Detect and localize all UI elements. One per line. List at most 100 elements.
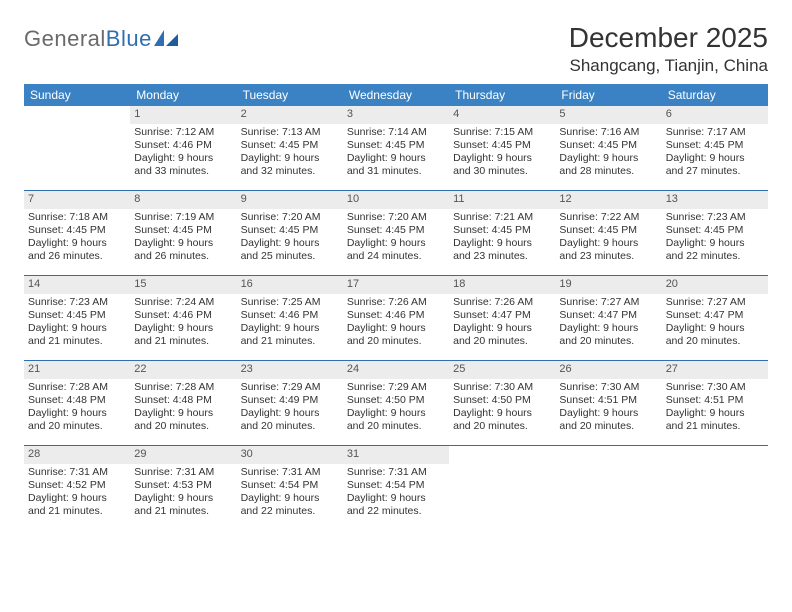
- day-cell: 30Sunrise: 7:31 AMSunset: 4:54 PMDayligh…: [237, 446, 343, 530]
- sunset-line: Sunset: 4:45 PM: [241, 139, 339, 152]
- sunset-line: Sunset: 4:45 PM: [28, 309, 126, 322]
- day-number: 17: [343, 276, 449, 294]
- daylight-line: Daylight: 9 hours and 21 minutes.: [28, 322, 126, 348]
- day-cell: 4Sunrise: 7:15 AMSunset: 4:45 PMDaylight…: [449, 106, 555, 190]
- day-body: Sunrise: 7:13 AMSunset: 4:45 PMDaylight:…: [237, 124, 343, 185]
- sunset-line: Sunset: 4:54 PM: [241, 479, 339, 492]
- day-cell: 15Sunrise: 7:24 AMSunset: 4:46 PMDayligh…: [130, 276, 236, 360]
- day-body: Sunrise: 7:14 AMSunset: 4:45 PMDaylight:…: [343, 124, 449, 185]
- day-body: Sunrise: 7:22 AMSunset: 4:45 PMDaylight:…: [555, 209, 661, 270]
- daylight-line: Daylight: 9 hours and 20 minutes.: [28, 407, 126, 433]
- sunset-line: Sunset: 4:45 PM: [453, 224, 551, 237]
- header: GeneralBlue December 2025 Shangcang, Tia…: [24, 22, 768, 76]
- day-cell: 29Sunrise: 7:31 AMSunset: 4:53 PMDayligh…: [130, 446, 236, 530]
- week-row: 7Sunrise: 7:18 AMSunset: 4:45 PMDaylight…: [24, 191, 768, 276]
- dow-thursday: Thursday: [449, 84, 555, 106]
- day-number: 12: [555, 191, 661, 209]
- day-body: Sunrise: 7:23 AMSunset: 4:45 PMDaylight:…: [24, 294, 130, 355]
- day-number: 19: [555, 276, 661, 294]
- day-body: Sunrise: 7:26 AMSunset: 4:47 PMDaylight:…: [449, 294, 555, 355]
- day-number: 15: [130, 276, 236, 294]
- sunset-line: Sunset: 4:50 PM: [453, 394, 551, 407]
- day-number: 5: [555, 106, 661, 124]
- day-body: Sunrise: 7:20 AMSunset: 4:45 PMDaylight:…: [237, 209, 343, 270]
- logo-text: GeneralBlue: [24, 26, 152, 52]
- day-body: Sunrise: 7:31 AMSunset: 4:52 PMDaylight:…: [24, 464, 130, 525]
- day-cell: 31Sunrise: 7:31 AMSunset: 4:54 PMDayligh…: [343, 446, 449, 530]
- sunrise-line: Sunrise: 7:23 AM: [666, 211, 764, 224]
- week-row: 21Sunrise: 7:28 AMSunset: 4:48 PMDayligh…: [24, 361, 768, 446]
- sunrise-line: Sunrise: 7:30 AM: [666, 381, 764, 394]
- day-body: Sunrise: 7:21 AMSunset: 4:45 PMDaylight:…: [449, 209, 555, 270]
- day-cell: 8Sunrise: 7:19 AMSunset: 4:45 PMDaylight…: [130, 191, 236, 275]
- daylight-line: Daylight: 9 hours and 20 minutes.: [134, 407, 232, 433]
- sunrise-line: Sunrise: 7:31 AM: [28, 466, 126, 479]
- day-body: Sunrise: 7:19 AMSunset: 4:45 PMDaylight:…: [130, 209, 236, 270]
- dow-monday: Monday: [130, 84, 236, 106]
- day-number: 23: [237, 361, 343, 379]
- day-cell: 16Sunrise: 7:25 AMSunset: 4:46 PMDayligh…: [237, 276, 343, 360]
- sunset-line: Sunset: 4:46 PM: [134, 139, 232, 152]
- sunrise-line: Sunrise: 7:12 AM: [134, 126, 232, 139]
- daylight-line: Daylight: 9 hours and 23 minutes.: [453, 237, 551, 263]
- day-body: Sunrise: 7:30 AMSunset: 4:50 PMDaylight:…: [449, 379, 555, 440]
- sunset-line: Sunset: 4:45 PM: [28, 224, 126, 237]
- day-number: 9: [237, 191, 343, 209]
- day-number: 21: [24, 361, 130, 379]
- week-row: 28Sunrise: 7:31 AMSunset: 4:52 PMDayligh…: [24, 446, 768, 530]
- day-body: Sunrise: 7:17 AMSunset: 4:45 PMDaylight:…: [662, 124, 768, 185]
- daylight-line: Daylight: 9 hours and 20 minutes.: [666, 322, 764, 348]
- daylight-line: Daylight: 9 hours and 22 minutes.: [347, 492, 445, 518]
- sunrise-line: Sunrise: 7:20 AM: [241, 211, 339, 224]
- sunrise-line: Sunrise: 7:31 AM: [347, 466, 445, 479]
- day-number: 28: [24, 446, 130, 464]
- sunset-line: Sunset: 4:47 PM: [666, 309, 764, 322]
- page: GeneralBlue December 2025 Shangcang, Tia…: [0, 0, 792, 530]
- weeks-container: 1Sunrise: 7:12 AMSunset: 4:46 PMDaylight…: [24, 106, 768, 530]
- sunset-line: Sunset: 4:54 PM: [347, 479, 445, 492]
- title-block: December 2025 Shangcang, Tianjin, China: [569, 22, 768, 76]
- sunset-line: Sunset: 4:48 PM: [134, 394, 232, 407]
- day-body: Sunrise: 7:20 AMSunset: 4:45 PMDaylight:…: [343, 209, 449, 270]
- daylight-line: Daylight: 9 hours and 21 minutes.: [134, 322, 232, 348]
- day-body: Sunrise: 7:27 AMSunset: 4:47 PMDaylight:…: [662, 294, 768, 355]
- day-cell: 28Sunrise: 7:31 AMSunset: 4:52 PMDayligh…: [24, 446, 130, 530]
- sunrise-line: Sunrise: 7:24 AM: [134, 296, 232, 309]
- day-cell: 23Sunrise: 7:29 AMSunset: 4:49 PMDayligh…: [237, 361, 343, 445]
- daylight-line: Daylight: 9 hours and 32 minutes.: [241, 152, 339, 178]
- dow-friday: Friday: [555, 84, 661, 106]
- day-body: Sunrise: 7:12 AMSunset: 4:46 PMDaylight:…: [130, 124, 236, 185]
- daylight-line: Daylight: 9 hours and 24 minutes.: [347, 237, 445, 263]
- sunset-line: Sunset: 4:45 PM: [134, 224, 232, 237]
- day-number: 11: [449, 191, 555, 209]
- sunrise-line: Sunrise: 7:25 AM: [241, 296, 339, 309]
- day-number: 25: [449, 361, 555, 379]
- daylight-line: Daylight: 9 hours and 23 minutes.: [559, 237, 657, 263]
- sunset-line: Sunset: 4:49 PM: [241, 394, 339, 407]
- day-number: 18: [449, 276, 555, 294]
- week-row: 14Sunrise: 7:23 AMSunset: 4:45 PMDayligh…: [24, 276, 768, 361]
- daylight-line: Daylight: 9 hours and 20 minutes.: [241, 407, 339, 433]
- day-number: 4: [449, 106, 555, 124]
- daylight-line: Daylight: 9 hours and 26 minutes.: [28, 237, 126, 263]
- sunset-line: Sunset: 4:46 PM: [241, 309, 339, 322]
- day-body: Sunrise: 7:29 AMSunset: 4:50 PMDaylight:…: [343, 379, 449, 440]
- month-title: December 2025: [569, 22, 768, 54]
- day-cell: 18Sunrise: 7:26 AMSunset: 4:47 PMDayligh…: [449, 276, 555, 360]
- day-cell: 22Sunrise: 7:28 AMSunset: 4:48 PMDayligh…: [130, 361, 236, 445]
- daylight-line: Daylight: 9 hours and 26 minutes.: [134, 237, 232, 263]
- sunrise-line: Sunrise: 7:19 AM: [134, 211, 232, 224]
- daylight-line: Daylight: 9 hours and 20 minutes.: [453, 322, 551, 348]
- day-cell: 19Sunrise: 7:27 AMSunset: 4:47 PMDayligh…: [555, 276, 661, 360]
- sunrise-line: Sunrise: 7:13 AM: [241, 126, 339, 139]
- day-number: 29: [130, 446, 236, 464]
- day-body: Sunrise: 7:29 AMSunset: 4:49 PMDaylight:…: [237, 379, 343, 440]
- sunrise-line: Sunrise: 7:17 AM: [666, 126, 764, 139]
- sunset-line: Sunset: 4:52 PM: [28, 479, 126, 492]
- day-cell: 17Sunrise: 7:26 AMSunset: 4:46 PMDayligh…: [343, 276, 449, 360]
- sunrise-line: Sunrise: 7:21 AM: [453, 211, 551, 224]
- day-cell: 27Sunrise: 7:30 AMSunset: 4:51 PMDayligh…: [662, 361, 768, 445]
- day-body: Sunrise: 7:28 AMSunset: 4:48 PMDaylight:…: [24, 379, 130, 440]
- day-cell: 26Sunrise: 7:30 AMSunset: 4:51 PMDayligh…: [555, 361, 661, 445]
- daylight-line: Daylight: 9 hours and 20 minutes.: [559, 407, 657, 433]
